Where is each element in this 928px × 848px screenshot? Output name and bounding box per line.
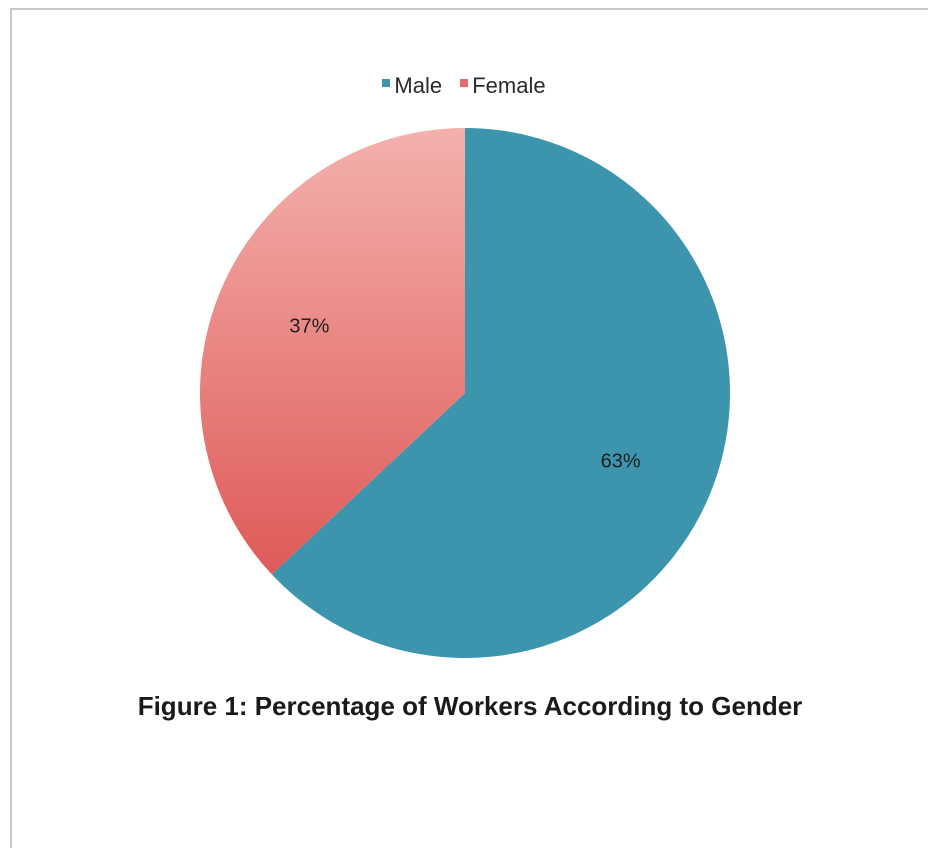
- pie-slice-female: [199, 128, 465, 575]
- figure-caption: Figure 1: Percentage of Workers Accordin…: [137, 691, 803, 721]
- legend-label-female: Female: [472, 73, 546, 98]
- pie-slice-male: [271, 128, 730, 658]
- legend: Male Female: [0, 73, 928, 99]
- legend-swatch-female: [460, 79, 469, 87]
- chart-frame: [10, 8, 928, 848]
- data-label-female: 37%: [289, 316, 329, 338]
- legend-item-female: Female: [460, 73, 546, 99]
- legend-swatch-male: [382, 79, 391, 87]
- legend-item-male: Male: [382, 73, 442, 99]
- data-label-male: 63%: [601, 450, 641, 472]
- legend-label-male: Male: [394, 73, 443, 98]
